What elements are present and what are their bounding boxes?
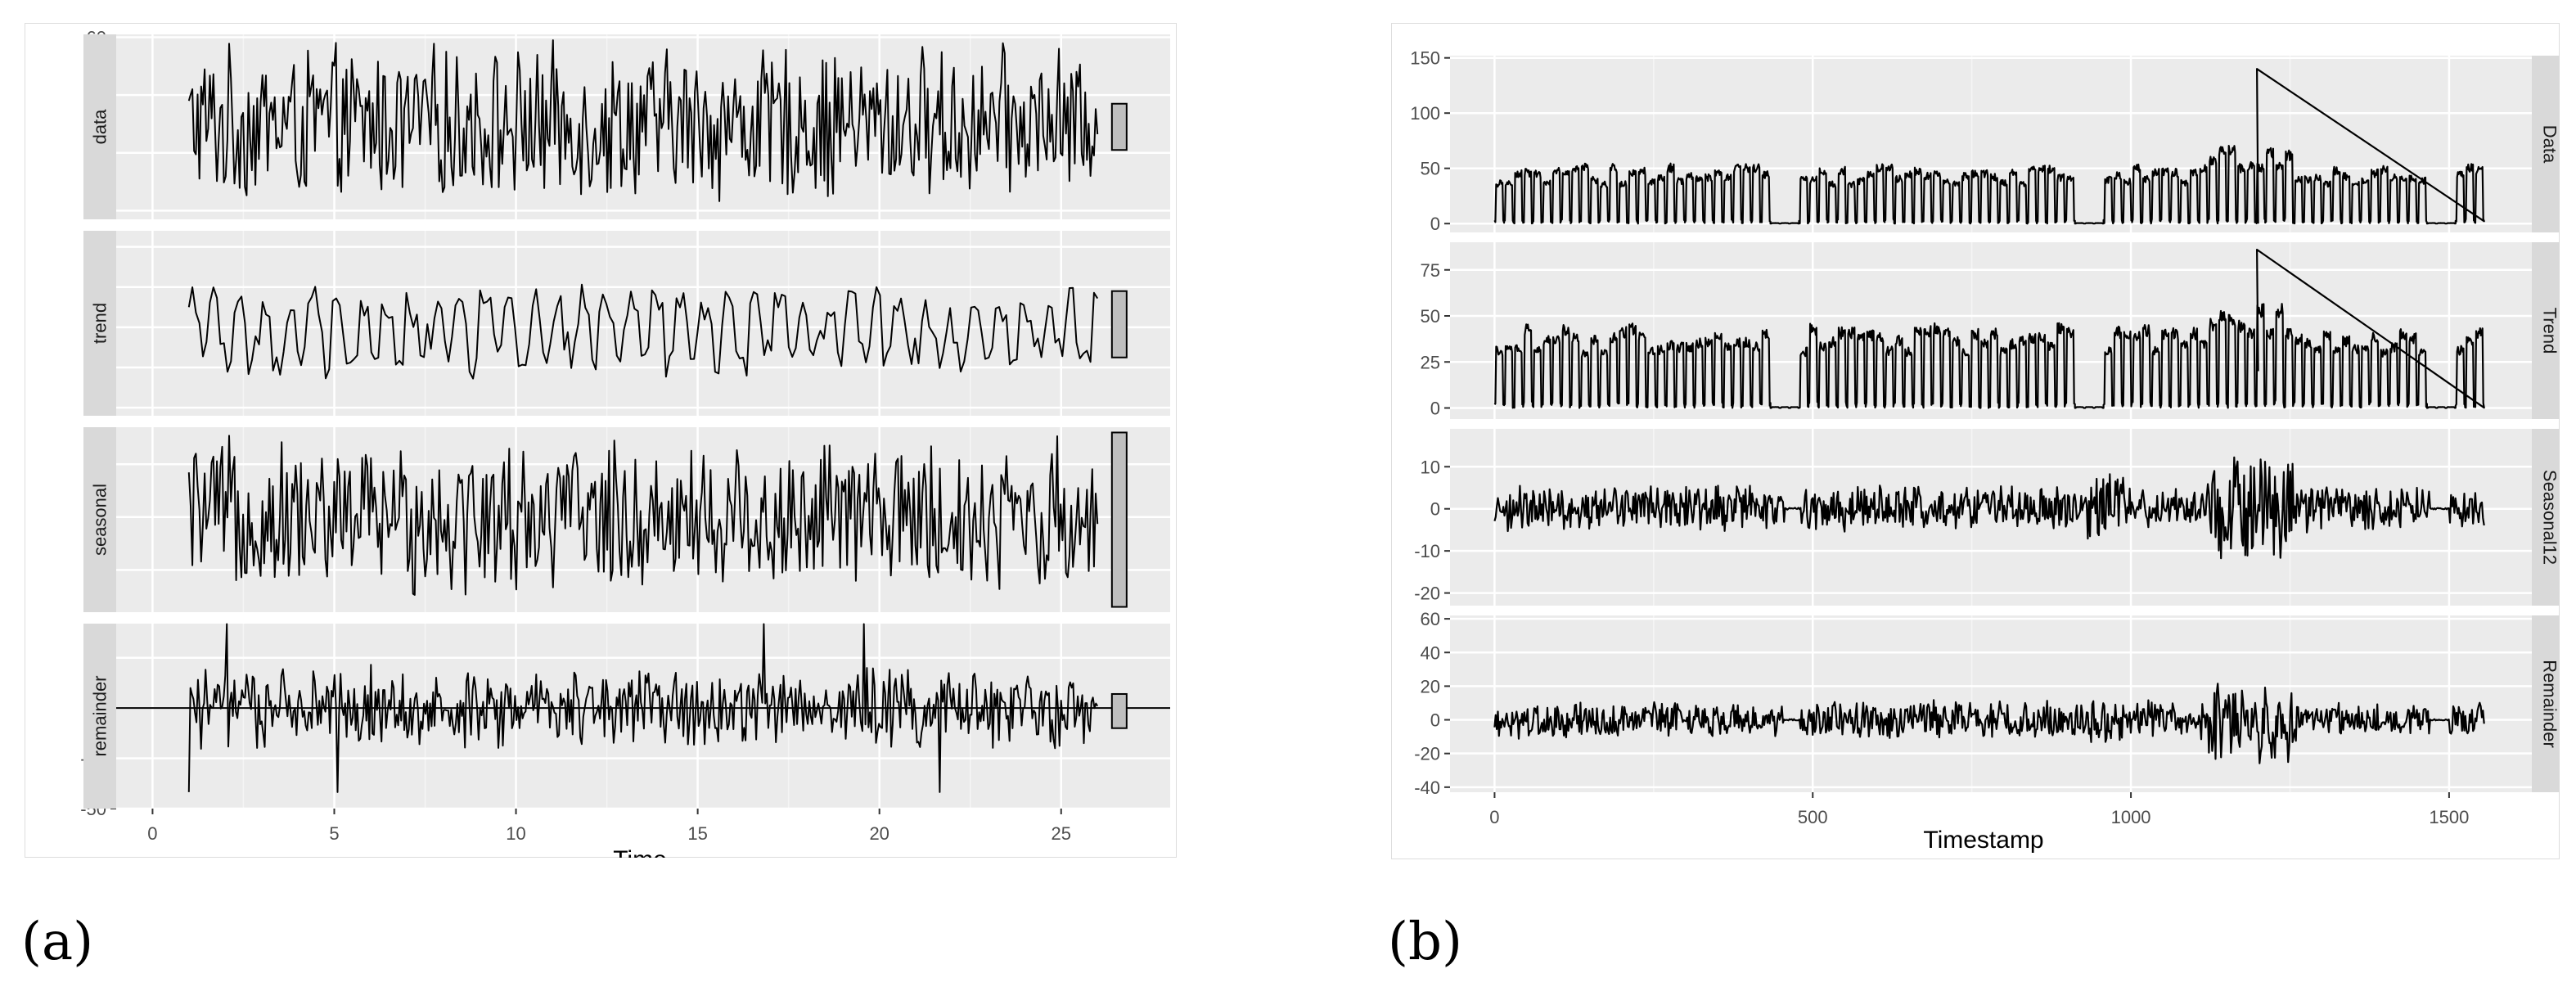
facet-strip: [83, 624, 116, 809]
facet-strip: [83, 231, 116, 416]
facet-label: Seasonal12: [2540, 470, 2560, 565]
series-line-remainder: [187, 623, 1099, 793]
series-line-seasonal: [187, 435, 1099, 596]
y-tick-label: 75: [1421, 260, 1440, 281]
series-line-trend: [1493, 248, 2485, 409]
facet-trend: 1020304050trend: [83, 231, 1170, 418]
y-tick-label: -40: [1414, 777, 1440, 798]
x-tick-label: 0: [1489, 807, 1499, 827]
y-tick-label: 150: [1410, 48, 1440, 69]
facet-trend: 0 25 50 75 Trend: [1421, 242, 2560, 419]
series-line-trend: [187, 283, 1099, 380]
x-tick-label: 1000: [2111, 807, 2151, 827]
y-tick-label: -20: [1414, 744, 1440, 764]
facet-label: data: [90, 109, 110, 145]
facet-data: 0 50 100 150 Data: [1410, 48, 2560, 234]
x-tick-label: 5: [329, 823, 339, 844]
y-tick-label: 50: [1421, 159, 1440, 179]
y-tick-label: 100: [1410, 103, 1440, 124]
chart-a: 0204060data1020304050trend-505seasonal-5…: [25, 23, 1177, 858]
y-tick-label: 25: [1421, 352, 1440, 372]
facet-label: seasonal: [90, 484, 110, 556]
facet-strip: [83, 427, 116, 612]
series-line-remainder: [1493, 683, 2485, 764]
range-bar: [1110, 431, 1128, 608]
facet-remainder: -50-25025remainder: [80, 623, 1170, 819]
y-tick-label: 0: [1430, 399, 1440, 419]
range-bar: [1110, 692, 1128, 729]
x-tick-label: 1500: [2429, 807, 2469, 827]
range-bar: [1110, 102, 1128, 151]
panel-label-a: (a): [21, 912, 93, 972]
facet-label: trend: [90, 303, 110, 344]
facet-label: Trend: [2540, 308, 2560, 354]
y-tick-label: 0: [1430, 499, 1440, 520]
facet-strip: [2532, 242, 2560, 419]
range-bar: [1110, 290, 1128, 358]
facet-seasonal12: -20 -10 0 10 Seasonal12: [1414, 429, 2560, 606]
chart-b-xlabel: Timestamp: [1923, 827, 2043, 854]
x-tick-label: 0: [147, 823, 157, 844]
y-tick-label: 50: [1421, 306, 1440, 327]
x-tick-label: 500: [1798, 807, 1828, 827]
series-line-data: [1493, 68, 2485, 225]
panel-label-b: (b): [1388, 912, 1462, 972]
series-line-seasonal12: [1493, 456, 2485, 560]
x-tick-label: 10: [506, 823, 525, 844]
series-line-data: [187, 39, 1099, 202]
facet-strip: [2532, 56, 2560, 232]
facet-strip: [2532, 615, 2560, 792]
y-tick-label: 20: [1421, 676, 1440, 696]
x-tick-label: 20: [869, 823, 889, 844]
subfigure-labels: (a) (b): [21, 912, 1462, 972]
facet-data: 0204060data: [83, 28, 1170, 221]
facet-label: Remainder: [2540, 660, 2560, 748]
x-tick-label: 15: [687, 823, 707, 844]
chart-b: 0 50 100 150 Data 0 25 50 75 Trend -20 -10 0 10 Season…: [1391, 23, 2560, 859]
facet-background: [116, 231, 1170, 416]
chart-a-xlabel: Time: [613, 846, 667, 858]
y-tick-label: 0: [1430, 710, 1440, 731]
facet-strip: [83, 34, 116, 219]
y-tick-label: 40: [1421, 642, 1440, 663]
y-tick-label: 60: [1421, 609, 1440, 629]
facet-strip: [2532, 429, 2560, 606]
facet-remainder: -40 -20 0 20 40 60 Remainder: [1414, 609, 2560, 798]
y-tick-label: 10: [1421, 457, 1440, 477]
y-tick-label: -10: [1414, 541, 1440, 561]
y-tick-label: -20: [1414, 584, 1440, 604]
facet-label: remainder: [90, 675, 110, 756]
facet-seasonal: -505seasonal: [83, 427, 1170, 612]
y-tick-label: 0: [1430, 214, 1440, 234]
facet-label: Data: [2540, 125, 2560, 164]
x-tick-label: 25: [1052, 823, 1071, 844]
